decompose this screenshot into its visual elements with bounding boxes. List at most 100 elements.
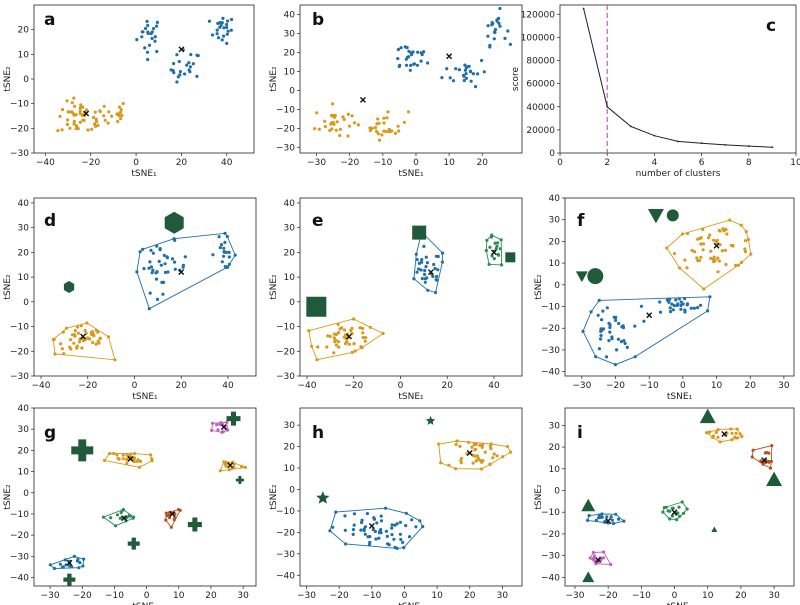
- x-tick-label: −20: [78, 381, 97, 391]
- scatter-point-blue: [486, 34, 490, 38]
- scatter-point-blue: [386, 542, 390, 546]
- scatter-point-orange: [323, 125, 327, 129]
- scatter-point-blue: [222, 246, 226, 250]
- scatter-point-blue: [392, 537, 396, 541]
- scatter-point-blue: [216, 21, 220, 25]
- scatter-point-blue: [416, 50, 420, 54]
- y-axis-label: tSNE₂: [3, 66, 13, 92]
- scatter-point-orange: [495, 454, 499, 458]
- scatter-point-blue: [674, 298, 678, 302]
- scatter-point-orange: [117, 105, 122, 109]
- scatter-point-green: [114, 524, 118, 528]
- scatter-point-orange: [334, 343, 338, 347]
- scatter-point-blue: [412, 277, 416, 281]
- scatter-point-blue: [225, 22, 229, 27]
- scatter-point-blue: [419, 59, 423, 63]
- y-tick-label: 20: [284, 48, 296, 58]
- scatter-point-green: [118, 516, 122, 520]
- scatter-point-orange: [729, 427, 733, 431]
- scatter-point-orange: [62, 352, 66, 356]
- panel-letter: e: [312, 211, 324, 231]
- scatter-point-blue: [420, 258, 424, 262]
- scatter-point-orange: [75, 346, 79, 350]
- scatter-point-orange: [455, 439, 459, 443]
- scatter-point-orange: [480, 445, 484, 449]
- scatter-point-blue: [135, 270, 139, 274]
- scatter-point-blue: [671, 308, 675, 312]
- x-tick-label: −20: [81, 158, 100, 168]
- y-tick-label: 80000: [526, 57, 555, 67]
- scatter-point-blue: [397, 64, 401, 69]
- scatter-point-blue: [612, 521, 616, 526]
- scatter-point-orange: [78, 112, 82, 116]
- scatter-point-orange: [375, 129, 379, 133]
- scatter-point-blue: [408, 68, 412, 72]
- scatter-point-orange: [337, 331, 341, 335]
- y-tick-label: 30: [18, 224, 30, 234]
- scatter-point-blue: [374, 537, 378, 541]
- y-tick-label: 30: [284, 224, 296, 234]
- scatter-point-orange: [96, 330, 100, 334]
- y-tick-label: −20: [10, 531, 29, 541]
- score-point: [700, 142, 703, 145]
- scatter-point-blue: [398, 532, 402, 536]
- scatter-point-orange: [454, 442, 458, 447]
- scatter-point-blue: [610, 335, 614, 339]
- scatter-point-blue: [220, 260, 224, 264]
- scatter-point-blue: [612, 315, 616, 319]
- cluster-marker-star: [425, 415, 436, 425]
- scatter-point-blue: [154, 277, 159, 281]
- scatter-point-orange: [316, 345, 320, 349]
- scatter-point-blue: [371, 528, 375, 532]
- scatter-point-orange: [505, 444, 510, 449]
- scatter-point-blue: [639, 304, 644, 308]
- x-tick-label: 8: [746, 158, 752, 168]
- scatter-point-orange: [81, 118, 85, 122]
- plot-frame: [559, 4, 797, 154]
- scatter-point-red: [165, 514, 169, 518]
- scatter-point-blue: [440, 260, 444, 264]
- scatter-point-orange: [702, 287, 706, 291]
- scatter-point-blue: [464, 72, 468, 76]
- y-tick-label: 60000: [526, 80, 555, 90]
- x-tick-label: 30: [237, 591, 249, 601]
- scatter-point-orange: [121, 453, 125, 457]
- scatter-point-blue: [423, 272, 427, 276]
- scatter-point-blue: [457, 68, 461, 72]
- scatter-point-blue: [227, 255, 231, 259]
- score-point: [771, 146, 774, 149]
- panel-letter: b: [312, 10, 324, 30]
- x-tick-label: −20: [606, 381, 625, 391]
- x-axis-label: tSNE₁: [398, 602, 424, 605]
- scatter-point-blue: [696, 306, 700, 310]
- scatter-point-blue: [402, 546, 406, 550]
- scatter-point-pink: [602, 550, 606, 554]
- scatter-point-blue: [146, 57, 150, 62]
- panel-a: −40 −20 0 20 40 −30 −20 −10 0 10 20 tSNE₁ tSNE₂ a: [3, 4, 255, 179]
- centroid-marker: [427, 269, 434, 276]
- scatter-point-orange: [731, 244, 735, 248]
- scatter-point-blue: [589, 310, 593, 314]
- scatter-point-blue: [149, 248, 153, 252]
- scatter-point-green: [496, 241, 500, 245]
- scatter-point-blue: [603, 519, 607, 523]
- panel-letter: a: [44, 10, 55, 30]
- scatter-point-blue: [608, 323, 612, 327]
- x-tick-label: 30: [768, 591, 780, 601]
- scatter-point-orange: [718, 440, 722, 444]
- scatter-point-orange: [344, 342, 348, 346]
- y-tick-label: 10: [284, 67, 296, 77]
- y-tick-label: −30: [541, 346, 560, 356]
- scatter-point-blue: [366, 535, 370, 539]
- x-tick-label: −20: [340, 158, 359, 168]
- scatter-point-green: [670, 506, 674, 510]
- scatter-point-blue: [426, 61, 430, 65]
- scatter-point-orange: [86, 128, 90, 132]
- x-tick-label: −30: [307, 158, 326, 168]
- scatter-point-blue: [227, 262, 231, 266]
- scatter-point-blue: [146, 30, 150, 34]
- y-tick-label: −10: [541, 508, 560, 518]
- centroid-marker: [490, 249, 497, 256]
- scatter-point-blue: [171, 69, 175, 73]
- scatter-point-orange: [224, 460, 228, 465]
